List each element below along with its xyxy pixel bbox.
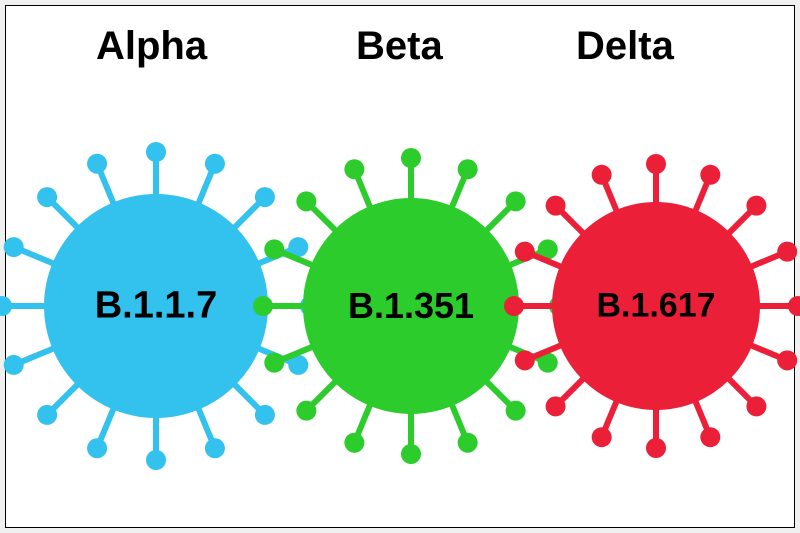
variant-title-alpha: Alpha xyxy=(96,24,207,69)
infographic-frame: Alpha Beta Delta B.1.1.7 B.1.351 B.1.617 xyxy=(5,5,795,528)
virus-delta: B.1.617 xyxy=(504,154,800,458)
virus-label-delta: B.1.617 xyxy=(504,287,800,326)
variant-title-beta: Beta xyxy=(356,24,443,69)
variant-title-delta: Delta xyxy=(576,24,674,69)
